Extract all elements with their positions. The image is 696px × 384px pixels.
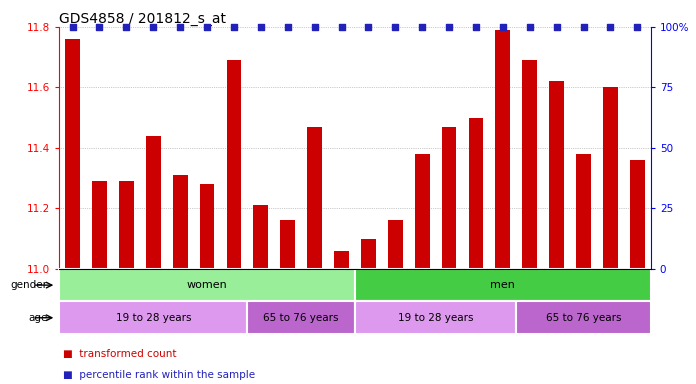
Bar xyxy=(59,301,247,334)
Point xyxy=(67,24,78,30)
Bar xyxy=(603,88,618,269)
Point xyxy=(175,24,186,30)
Point xyxy=(282,24,293,30)
Bar xyxy=(388,220,403,269)
Text: 65 to 76 years: 65 to 76 years xyxy=(546,313,622,323)
Point xyxy=(255,24,267,30)
Point xyxy=(363,24,374,30)
Bar xyxy=(630,160,644,269)
Text: 65 to 76 years: 65 to 76 years xyxy=(263,313,339,323)
Bar xyxy=(334,251,349,269)
Bar xyxy=(442,127,457,269)
Point xyxy=(498,24,509,30)
Text: 19 to 28 years: 19 to 28 years xyxy=(116,313,191,323)
Bar xyxy=(146,136,161,269)
Text: ■  transformed count: ■ transformed count xyxy=(63,349,176,359)
Point xyxy=(632,24,643,30)
Bar xyxy=(415,154,429,269)
Bar xyxy=(92,181,107,269)
Bar xyxy=(65,39,80,269)
Point xyxy=(605,24,616,30)
Bar xyxy=(59,269,355,301)
Bar xyxy=(468,118,483,269)
Point xyxy=(443,24,454,30)
Point xyxy=(390,24,401,30)
Bar xyxy=(361,238,376,269)
Text: men: men xyxy=(491,280,515,290)
Bar xyxy=(516,301,651,334)
Bar xyxy=(355,301,516,334)
Point xyxy=(524,24,535,30)
Bar xyxy=(307,127,322,269)
Bar xyxy=(227,60,242,269)
Bar xyxy=(523,60,537,269)
Point xyxy=(551,24,562,30)
Text: ■  percentile rank within the sample: ■ percentile rank within the sample xyxy=(63,370,255,380)
Point xyxy=(94,24,105,30)
Text: 19 to 28 years: 19 to 28 years xyxy=(398,313,473,323)
Text: gender: gender xyxy=(10,280,47,290)
Text: age: age xyxy=(28,313,47,323)
Bar xyxy=(549,81,564,269)
Point xyxy=(309,24,320,30)
Point xyxy=(336,24,347,30)
Bar xyxy=(280,220,295,269)
Bar xyxy=(173,175,187,269)
Bar xyxy=(247,301,355,334)
Bar xyxy=(496,30,510,269)
Bar xyxy=(576,154,591,269)
Text: women: women xyxy=(187,280,228,290)
Text: GDS4858 / 201812_s_at: GDS4858 / 201812_s_at xyxy=(59,12,226,26)
Bar xyxy=(200,184,214,269)
Point xyxy=(470,24,482,30)
Bar xyxy=(119,181,134,269)
Point xyxy=(228,24,239,30)
Point xyxy=(121,24,132,30)
Point xyxy=(202,24,213,30)
Bar xyxy=(253,205,268,269)
Point xyxy=(578,24,589,30)
Point xyxy=(148,24,159,30)
Point xyxy=(417,24,428,30)
Bar xyxy=(355,269,651,301)
